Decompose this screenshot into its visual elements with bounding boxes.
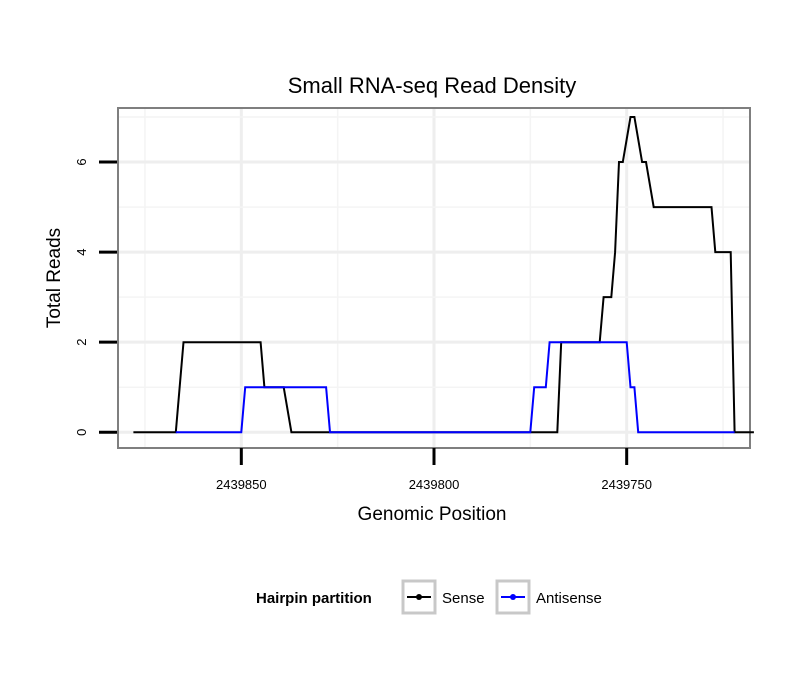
legend-label-antisense: Antisense bbox=[536, 590, 602, 607]
y-axis-title: Total Reads bbox=[44, 228, 65, 328]
series-layer bbox=[133, 116, 754, 434]
y-tick-label: 4 bbox=[74, 248, 89, 255]
y-tick-label: 6 bbox=[74, 158, 89, 165]
x-axis-title: Genomic Position bbox=[358, 504, 507, 525]
legend: Hairpin partition Sense Antisense bbox=[256, 579, 602, 615]
series-line-antisense bbox=[175, 341, 735, 434]
axis-ticks: 2439850 2439800 2439750 0 2 4 6 bbox=[74, 158, 652, 492]
x-tick-label: 2439800 bbox=[409, 477, 460, 492]
legend-item-sense[interactable]: Sense bbox=[401, 579, 485, 615]
legend-label-sense: Sense bbox=[442, 590, 485, 607]
legend-title: Hairpin partition bbox=[256, 590, 372, 607]
x-tick-label: 2439850 bbox=[216, 477, 267, 492]
y-tick-label: 2 bbox=[74, 339, 89, 346]
series-line-sense bbox=[133, 116, 754, 434]
legend-item-antisense[interactable]: Antisense bbox=[495, 579, 602, 615]
grid bbox=[118, 108, 750, 448]
chart-title: Small RNA-seq Read Density bbox=[288, 73, 577, 98]
y-tick-label: 0 bbox=[74, 429, 89, 436]
x-tick-label: 2439750 bbox=[601, 477, 652, 492]
